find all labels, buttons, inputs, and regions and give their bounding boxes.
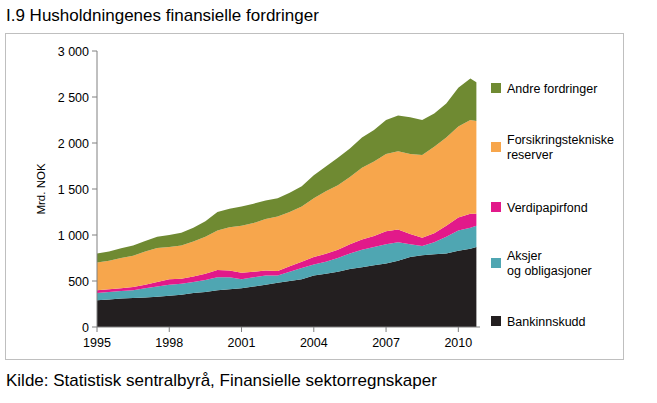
- areas: [97, 79, 476, 327]
- x-tick: [386, 327, 387, 332]
- title: I.9 Husholdningenes finansielle fordring…: [6, 6, 319, 25]
- x-tick-label: 2001: [228, 336, 256, 350]
- x-tick: [458, 327, 459, 332]
- legend-label: Bankinnskudd: [507, 315, 586, 329]
- legend-line: Aksjer: [507, 249, 542, 263]
- legend-line: og obligasjoner: [507, 264, 592, 278]
- x-tick-label: 1995: [83, 336, 111, 350]
- x-tick-label: 2004: [300, 336, 328, 350]
- x-tick: [313, 327, 314, 332]
- legend-swatch: [491, 258, 501, 268]
- x-tick: [241, 327, 242, 332]
- source: Kilde: Statistisk sentralbyrå, Finansiel…: [6, 371, 437, 390]
- legend-line: Forsikringstekniske: [507, 133, 614, 147]
- y-tick-label: 2 500: [58, 91, 89, 105]
- y-tick: [92, 189, 97, 190]
- y-tick-label: 500: [68, 275, 89, 289]
- chart-frame: [6, 34, 624, 360]
- y-tick-label: 1 500: [58, 183, 89, 197]
- legend-swatch: [491, 142, 501, 152]
- y-tick: [92, 51, 97, 52]
- y-tick: [92, 143, 97, 144]
- x-tick: [97, 327, 98, 332]
- legend-label: Forsikringstekniskereserver: [507, 133, 614, 162]
- legend: Andre fordringer Forsikringstekniskereser…: [491, 82, 614, 329]
- x-tick-label: 2007: [372, 336, 400, 350]
- y-tick-label: 2 000: [58, 137, 89, 151]
- legend-label: Aksjerog obligasjoner: [507, 249, 592, 278]
- y-tick: [92, 235, 97, 236]
- y-tick-label: 1 000: [58, 229, 89, 243]
- legend-swatch: [491, 202, 501, 212]
- x-axis: [97, 327, 480, 328]
- chart: I.9 Husholdningenes finansielle fordring…: [0, 0, 657, 403]
- y-tick: [92, 281, 97, 282]
- y-tick-label: 3 000: [58, 45, 89, 59]
- legend-swatch: [491, 83, 501, 93]
- legend-label: Verdipapirfond: [507, 201, 588, 215]
- x-tick: [169, 327, 170, 332]
- y-tick-label: 0: [82, 321, 89, 335]
- x-tick-label: 2010: [444, 336, 472, 350]
- x-tick-label: 1998: [155, 336, 183, 350]
- legend-label: Andre fordringer: [507, 82, 597, 96]
- y-axis-label: Mrd. NOK: [35, 163, 47, 214]
- legend-line: reserver: [507, 148, 553, 162]
- y-tick: [92, 327, 97, 328]
- area: [97, 79, 476, 263]
- legend-swatch: [491, 316, 501, 326]
- y-tick: [92, 97, 97, 98]
